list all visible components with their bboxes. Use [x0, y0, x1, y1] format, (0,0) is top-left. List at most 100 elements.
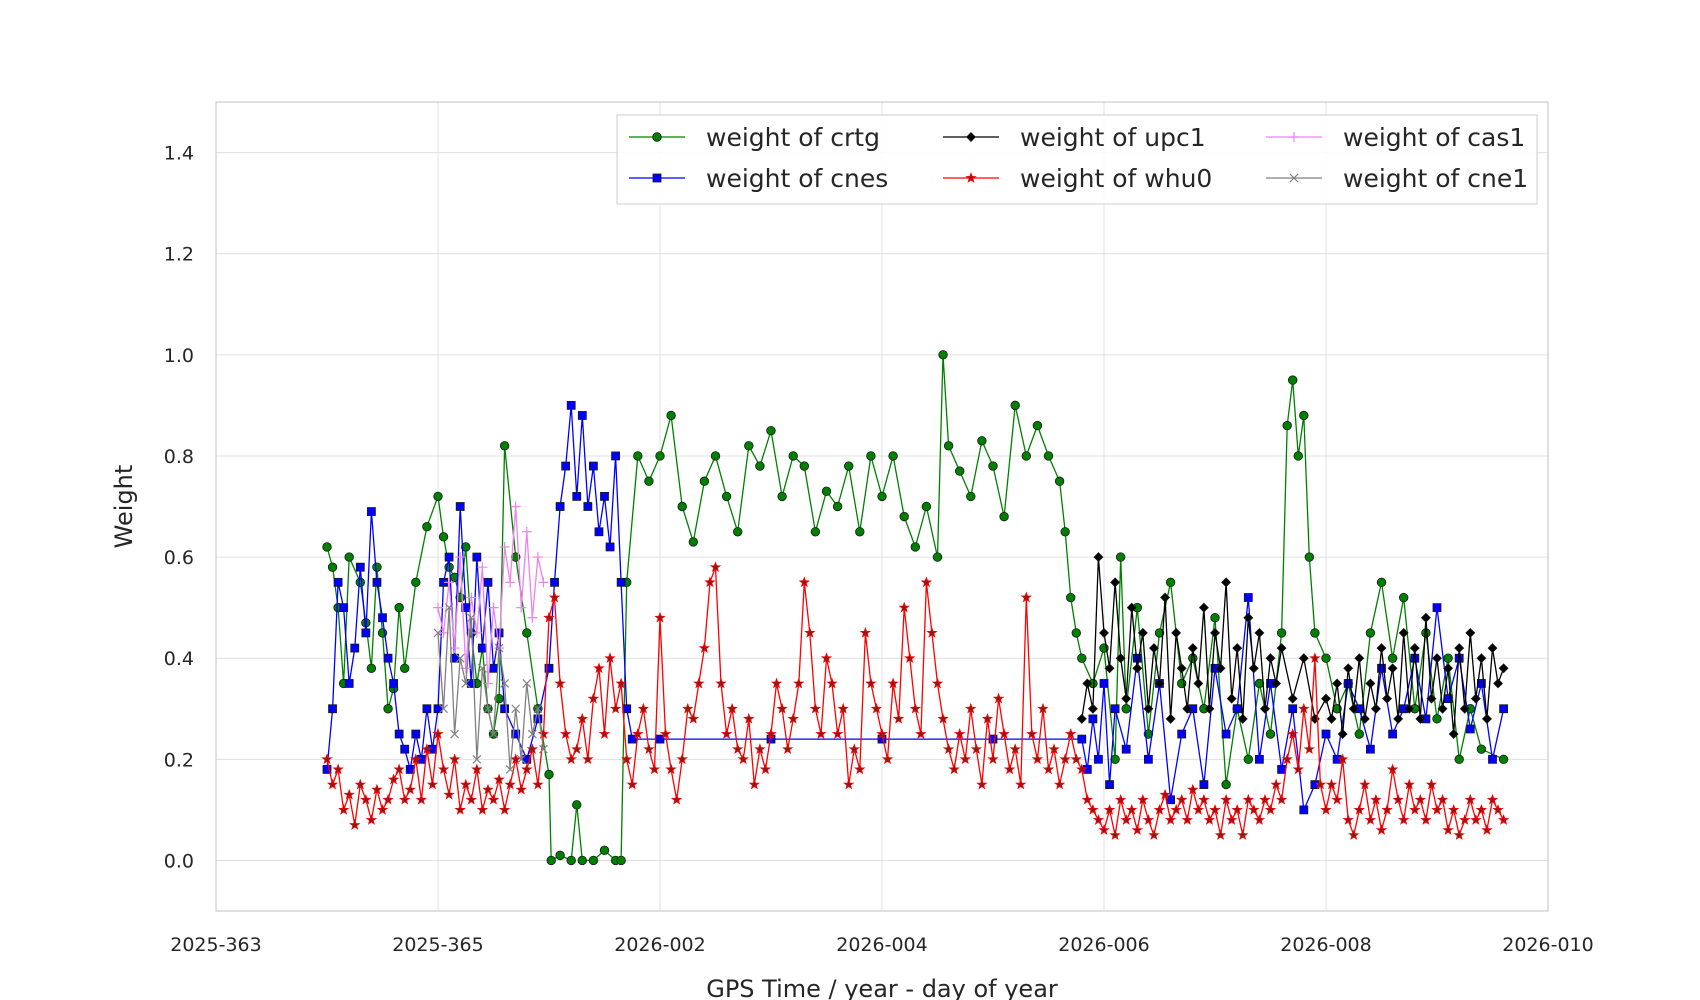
- x-tick-label: 2026-010: [1502, 934, 1593, 956]
- data-point: [776, 702, 788, 714]
- data-point: [1275, 793, 1288, 805]
- data-point: [854, 763, 866, 775]
- data-point: [593, 662, 605, 674]
- data-point: [1370, 703, 1381, 714]
- data-point: [400, 663, 410, 674]
- data-point: [1342, 814, 1354, 825]
- data-point: [1337, 729, 1348, 739]
- data-point: [1137, 793, 1149, 805]
- data-point: [1032, 420, 1043, 431]
- data-point: [349, 819, 361, 830]
- data-point: [500, 704, 510, 714]
- data-point: [677, 501, 687, 512]
- data-point: [544, 663, 554, 673]
- data-point: [1426, 693, 1437, 704]
- data-point: [748, 778, 760, 790]
- data-point: [611, 451, 620, 461]
- data-point: [548, 591, 561, 603]
- data-point: [600, 491, 609, 501]
- data-point: [343, 788, 355, 800]
- data-point: [415, 793, 427, 805]
- data-point: [466, 679, 476, 688]
- data-point: [632, 728, 644, 739]
- data-point: [1437, 703, 1448, 714]
- data-point: [831, 728, 844, 739]
- data-point: [589, 461, 598, 471]
- data-point: [1364, 814, 1377, 825]
- legend: weight of crtg weight of cnes weight of up…: [616, 114, 1538, 205]
- data-point: [782, 743, 794, 755]
- data-point: [893, 712, 905, 724]
- data-point: [1397, 814, 1410, 825]
- data-point: [1432, 714, 1442, 724]
- data-point: [648, 763, 661, 775]
- data-point: [433, 491, 443, 502]
- y-axis-ticks: 0.0 0.2 0.4 0.6 0.8 1.0 1.2 1.4: [164, 143, 194, 873]
- data-point: [943, 441, 954, 451]
- plot-frame: [215, 101, 1549, 912]
- data-point: [582, 753, 594, 765]
- data-point: [566, 855, 576, 866]
- data-point: [888, 451, 898, 461]
- data-point: [550, 577, 559, 587]
- data-point: [371, 783, 383, 795]
- series-upc1: [1076, 552, 1509, 739]
- data-point: [1421, 628, 1431, 638]
- data-point: [1499, 704, 1508, 714]
- data-point: [988, 734, 998, 744]
- data-point: [1287, 375, 1298, 385]
- data-point: [326, 778, 339, 790]
- y-axis-label: Weight: [110, 465, 138, 549]
- data-point: [1420, 612, 1431, 623]
- data-point: [1343, 679, 1353, 688]
- data-point: [1299, 805, 1309, 815]
- data-point: [526, 743, 538, 755]
- data-point: [433, 602, 443, 613]
- data-point: [383, 653, 393, 663]
- data-point: [626, 778, 638, 790]
- data-point: [1198, 793, 1210, 805]
- y-tick-label: 0.4: [164, 648, 194, 670]
- data-point: [360, 793, 372, 805]
- data-point: [1493, 678, 1504, 689]
- data-point: [1214, 829, 1227, 840]
- y-tick-label: 0.0: [164, 850, 194, 872]
- data-point: [366, 663, 377, 674]
- data-point: [1210, 613, 1220, 623]
- data-point: [516, 602, 527, 613]
- data-point: [793, 677, 805, 689]
- data-point: [455, 552, 466, 563]
- data-point: [1377, 663, 1386, 673]
- data-point: [1115, 793, 1127, 805]
- data-point: [693, 677, 705, 689]
- data-point: [566, 400, 576, 410]
- data-point: [1276, 628, 1287, 638]
- y-tick-label: 0.2: [164, 749, 194, 771]
- data-point: [955, 466, 965, 476]
- data-point: [1165, 713, 1176, 724]
- data-point: [1386, 763, 1399, 775]
- legend-label: weight of cas1: [1343, 123, 1525, 152]
- data-point: [1436, 793, 1449, 805]
- data-point: [387, 773, 400, 785]
- data-point: [726, 702, 738, 714]
- data-point: [1470, 693, 1481, 704]
- data-point: [344, 552, 354, 562]
- data-point: [561, 461, 571, 471]
- data-point: [921, 501, 932, 512]
- data-point: [1064, 728, 1077, 739]
- data-point: [821, 486, 832, 497]
- data-point: [654, 611, 666, 623]
- data-point: [1255, 754, 1264, 764]
- data-point: [920, 576, 933, 588]
- data-point: [394, 729, 404, 739]
- data-point: [915, 728, 927, 739]
- data-point: [571, 743, 583, 755]
- data-point: [1448, 729, 1459, 739]
- data-point: [866, 451, 876, 461]
- series-line-crtg: [326, 354, 1504, 862]
- data-point: [1414, 793, 1426, 805]
- data-point: [1231, 803, 1243, 815]
- data-point: [477, 663, 487, 673]
